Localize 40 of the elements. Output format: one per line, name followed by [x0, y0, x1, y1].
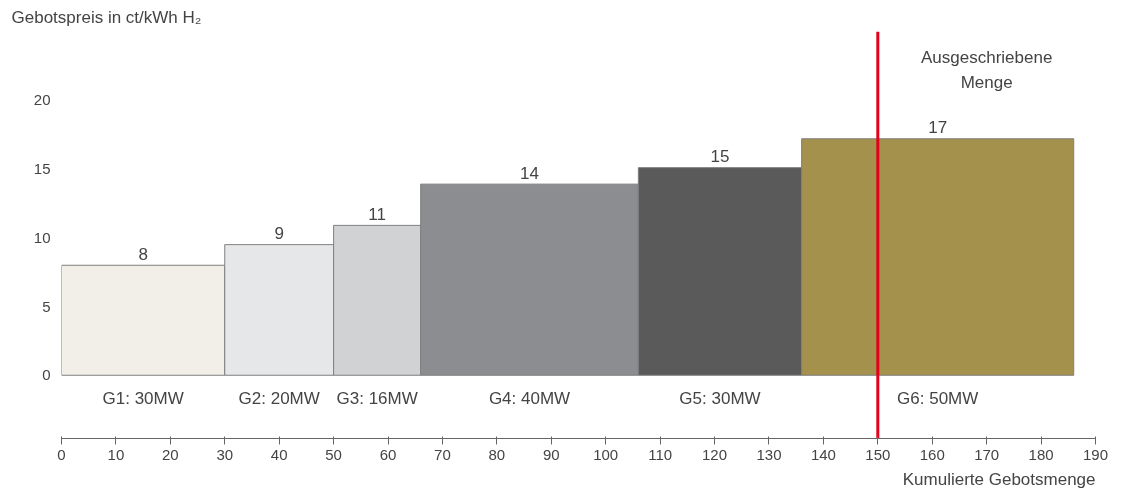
annotation: G2: 20MW [238, 389, 320, 409]
x-tick-label: 150 [865, 445, 891, 463]
y-tick-label: 15 [33, 160, 51, 177]
x-tick-label: 20 [162, 445, 179, 463]
x-tick-label: 100 [593, 445, 619, 463]
x-tick-label: 60 [379, 445, 397, 463]
x-tick-label: 70 [434, 445, 451, 463]
annotation: G5: 30MW [679, 389, 761, 409]
x-tick-label: 10 [107, 445, 125, 463]
x-tick-label: 180 [1028, 445, 1054, 463]
x-axis-title: Kumulierte Gebotsmenge [902, 469, 1096, 489]
x-tick-label: 190 [1082, 445, 1109, 463]
x-tick-label: 40 [270, 445, 288, 463]
data-label: 15 [710, 147, 730, 167]
annotation: G6: 50MW [897, 389, 979, 409]
ref-line-label: Ausgeschriebene Menge [920, 48, 1053, 92]
x-tick-label: 50 [325, 445, 342, 463]
x-tick-label: 30 [216, 445, 234, 463]
x-tick-label: 170 [974, 445, 1000, 463]
y-axis-title: Gebotspreis in ct/kWh H₂ [11, 7, 202, 27]
annotation: G3: 16MW [336, 389, 418, 409]
data-label: 8 [138, 244, 148, 264]
data-label: 11 [368, 204, 386, 224]
x-tick-label: 90 [542, 445, 560, 463]
x-tick-label: 130 [756, 445, 782, 463]
y-tick-label: 10 [33, 228, 51, 246]
x-tick-label: 120 [702, 445, 728, 463]
data-label: 14 [520, 163, 539, 183]
annotation: G4: 40MW [488, 389, 571, 409]
data-label: 17 [928, 118, 948, 138]
x-tick-label: 140 [810, 445, 836, 463]
x-tick-label: 160 [919, 445, 945, 463]
x-tick-label: 0 [57, 445, 66, 463]
y-tick-label: 0 [42, 366, 51, 384]
data-label: 9 [274, 224, 284, 244]
x-tick-label: 80 [488, 445, 506, 463]
y-tick-label: 20 [33, 91, 51, 109]
x-tick-label: 110 [648, 445, 673, 463]
y-tick-label: 5 [42, 297, 51, 315]
annotation: G1: 30MW [102, 389, 184, 409]
